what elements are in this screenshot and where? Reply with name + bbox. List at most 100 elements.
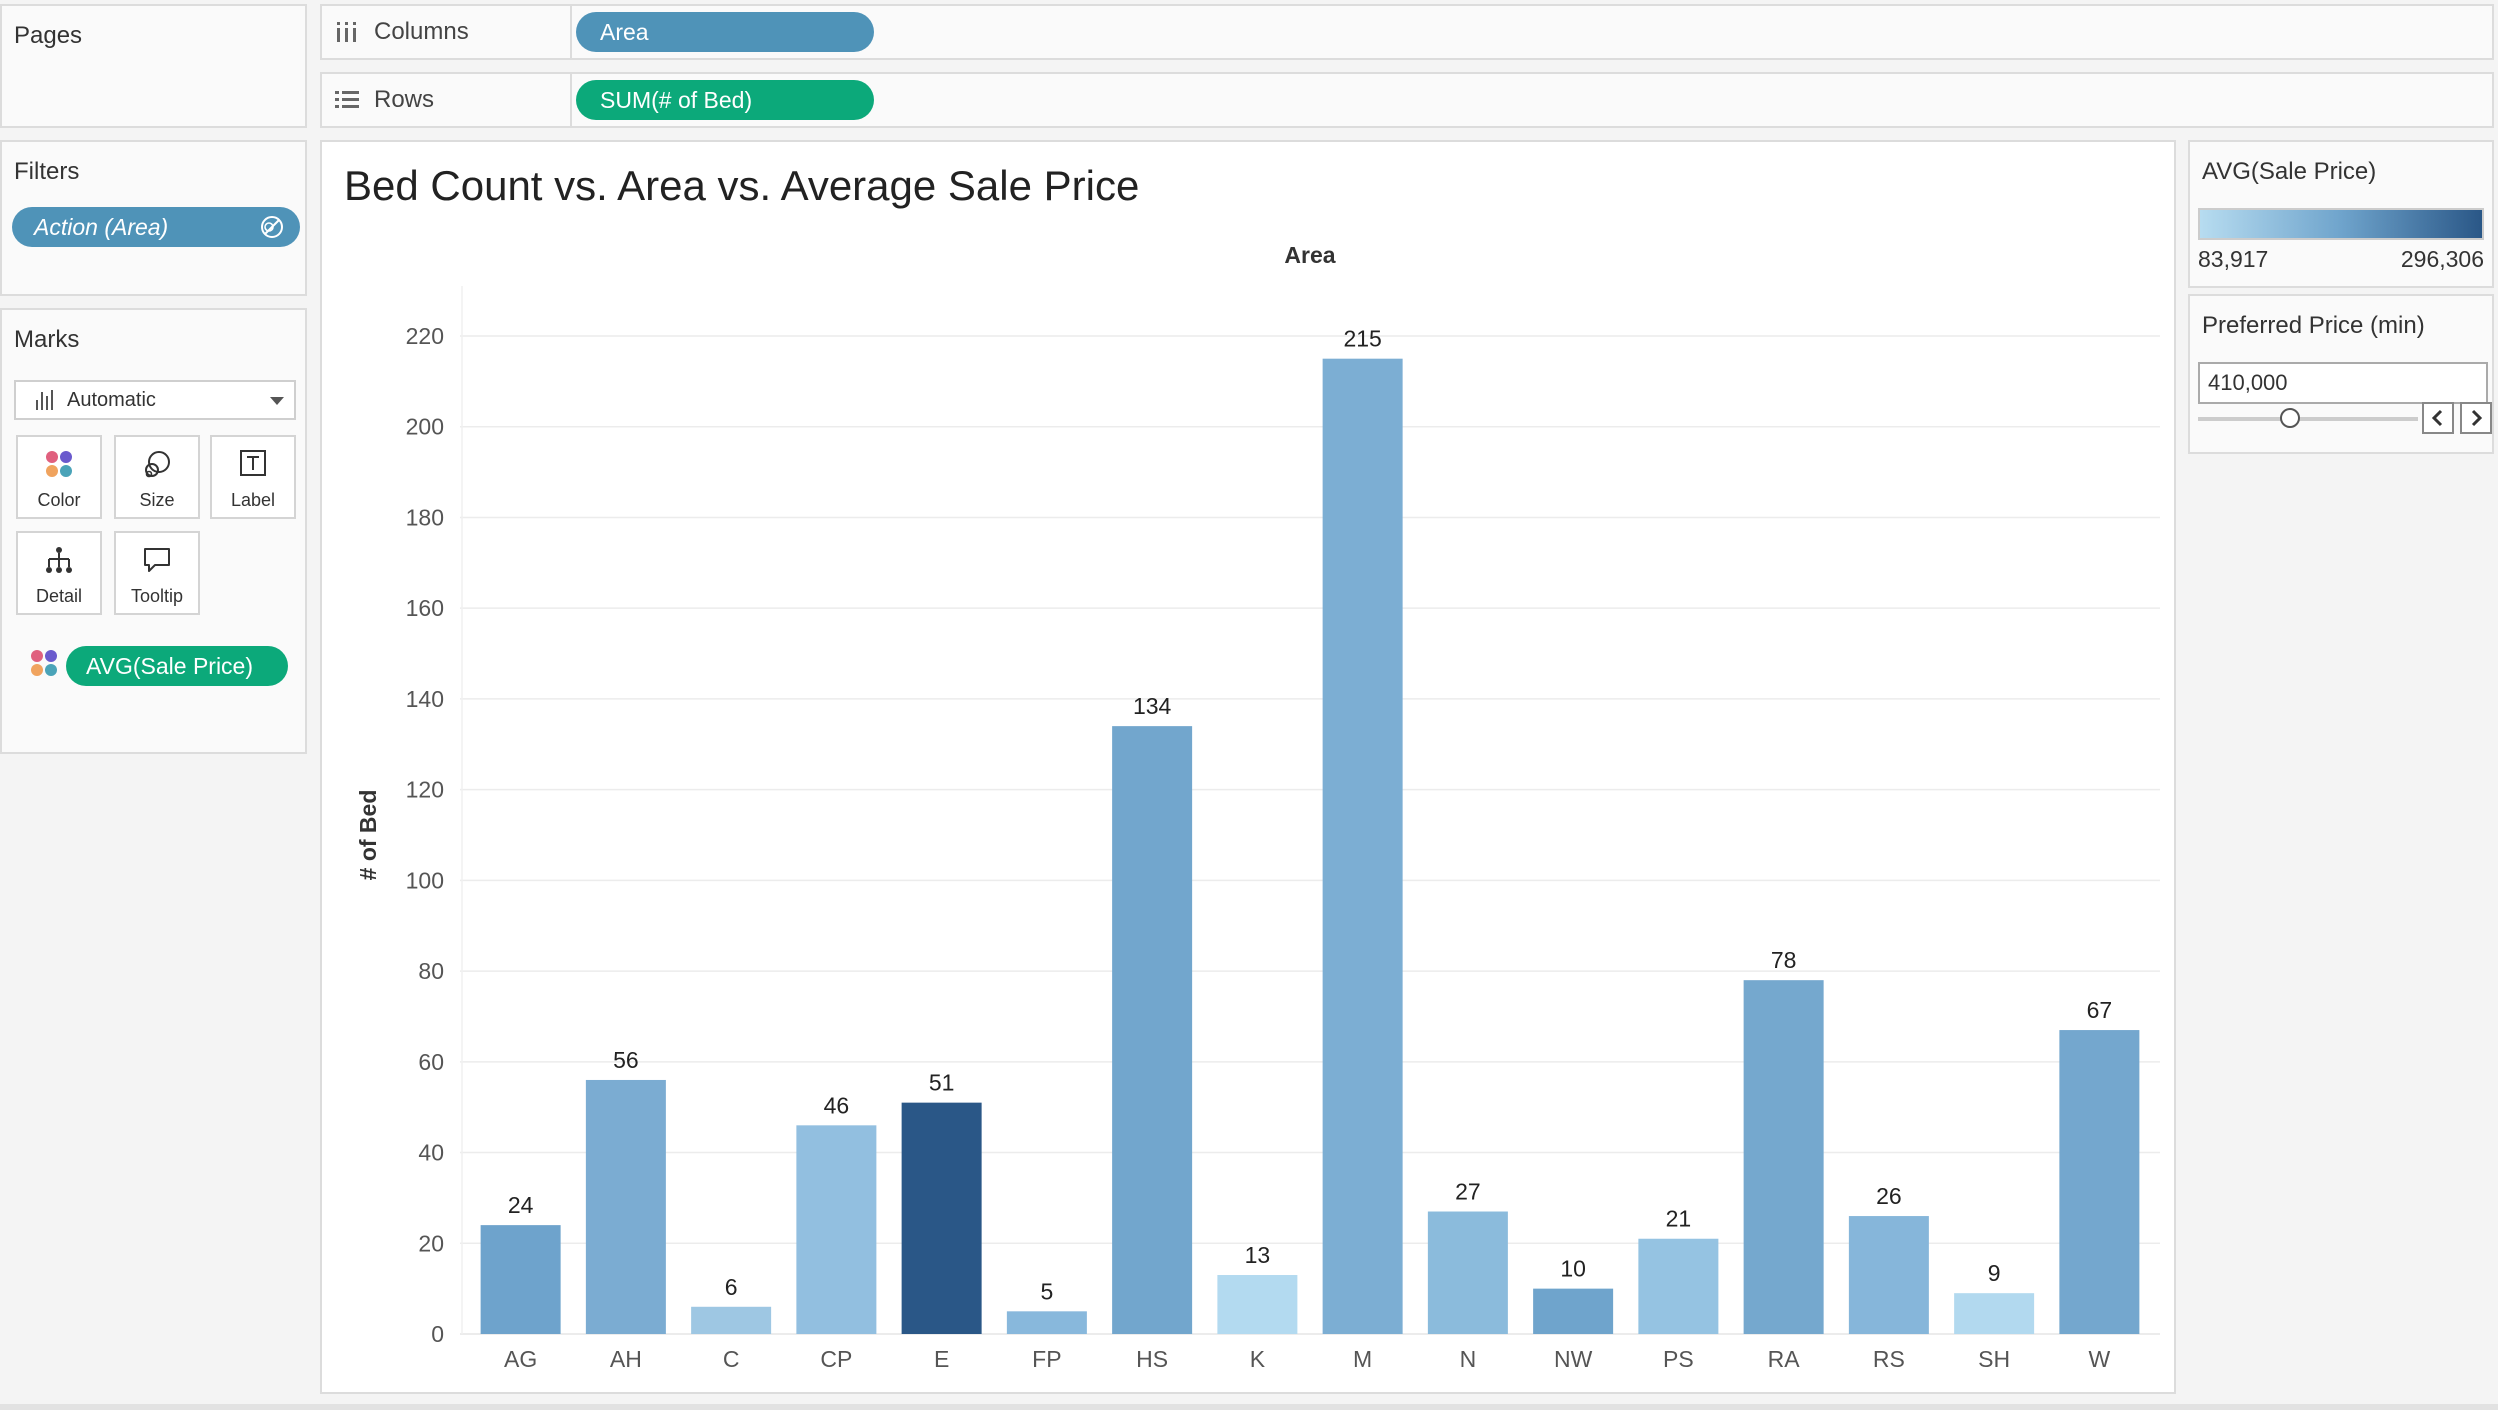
filter-pill-label: Action (Area)	[34, 213, 169, 240]
bar-w	[2059, 1030, 2140, 1334]
bar-c	[691, 1306, 772, 1334]
size-button[interactable]: Size	[114, 435, 200, 519]
size-icon	[141, 449, 173, 486]
y-tick-label: 200	[406, 414, 444, 440]
color-field-pill[interactable]: AVG(Sale Price)	[66, 646, 288, 686]
x-tick-label-cp: CP	[820, 1346, 852, 1372]
y-tick-label: 180	[406, 504, 444, 530]
size-button-label: Size	[139, 490, 175, 510]
x-tick-label-hs: HS	[1136, 1346, 1168, 1372]
tooltip-speech-bubble-icon	[142, 545, 172, 580]
price-slider-thumb[interactable]	[2280, 408, 2300, 428]
y-tick-label: 220	[406, 323, 444, 349]
parameter-panel: Preferred Price (min) 410,000	[2188, 294, 2494, 454]
chart-panel: Bed Count vs. Area vs. Average Sale Pric…	[320, 140, 2176, 1394]
x-tick-label-ag: AG	[504, 1346, 537, 1372]
rows-icon	[334, 90, 360, 110]
tooltip-button-label: Tooltip	[130, 586, 184, 606]
preferred-price-input[interactable]: 410,000	[2198, 362, 2488, 404]
text-label-icon	[239, 449, 267, 482]
columns-label: Columns	[322, 6, 572, 58]
label-button[interactable]: Label	[210, 435, 296, 519]
detail-button[interactable]: Detail	[16, 531, 102, 615]
y-axis-label: # of Bed	[355, 790, 381, 881]
x-tick-label-sh: SH	[1978, 1346, 2010, 1372]
legend-max: 296,306	[2400, 246, 2484, 272]
x-tick-label-m: M	[1353, 1346, 1372, 1372]
data-label-ah: 56	[613, 1047, 639, 1073]
color-button-label: Color	[37, 490, 81, 510]
bar-n	[1427, 1211, 1508, 1334]
bar-ah	[585, 1079, 666, 1334]
rows-shelf[interactable]: Rows SUM(# of Bed)	[320, 72, 2494, 128]
columns-icon	[334, 22, 360, 42]
x-tick-label-ps: PS	[1663, 1346, 1694, 1372]
x-tick-label-e: E	[934, 1346, 949, 1372]
columns-pill-area[interactable]: Area	[576, 12, 874, 52]
color-gradient-bar	[2198, 208, 2484, 240]
data-label-cp: 46	[824, 1092, 850, 1118]
data-label-ag: 24	[508, 1192, 534, 1218]
color-button[interactable]: Color	[16, 435, 102, 519]
columns-shelf[interactable]: Columns Area	[320, 4, 2494, 60]
bar-sh	[1954, 1293, 2035, 1334]
bar-fp	[1006, 1311, 1087, 1334]
y-tick-label: 40	[418, 1140, 444, 1166]
x-tick-label-ra: RA	[1768, 1346, 1801, 1372]
data-label-m: 215	[1343, 326, 1381, 352]
data-label-k: 13	[1245, 1242, 1271, 1268]
color-legend-panel: AVG(Sale Price) 83,917 296,306	[2188, 140, 2494, 288]
bar-e	[901, 1102, 982, 1334]
rows-label-text: Rows	[374, 86, 435, 113]
data-label-sh: 9	[1988, 1260, 2001, 1286]
step-back-button[interactable]	[2422, 402, 2454, 434]
data-label-rs: 26	[1876, 1183, 1902, 1209]
step-forward-button[interactable]	[2460, 402, 2492, 434]
data-label-fp: 5	[1040, 1278, 1053, 1304]
filters-panel: Filters Action (Area)	[0, 140, 307, 296]
x-tick-label-ah: AH	[610, 1346, 642, 1372]
bar-rs	[1848, 1216, 1929, 1334]
y-tick-label: 140	[406, 686, 444, 712]
x-tick-label-n: N	[1460, 1346, 1477, 1372]
data-label-hs: 134	[1133, 693, 1172, 719]
mark-type-dropdown[interactable]: Automatic	[14, 380, 296, 420]
rows-label: Rows	[322, 74, 572, 126]
chart-title: Bed Count vs. Area vs. Average Sale Pric…	[344, 162, 1140, 209]
chevron-down-icon	[270, 397, 284, 405]
x-tick-label-rs: RS	[1873, 1346, 1905, 1372]
pages-panel: Pages	[0, 4, 307, 128]
color-icon	[43, 449, 75, 484]
price-slider-track[interactable]	[2198, 417, 2418, 421]
y-tick-label: 80	[418, 958, 444, 984]
data-label-n: 27	[1455, 1179, 1481, 1205]
chevron-left-icon	[2431, 409, 2443, 427]
y-tick-label: 120	[406, 777, 444, 803]
x-tick-label-fp: FP	[1032, 1346, 1061, 1372]
data-label-c: 6	[725, 1274, 738, 1300]
action-filter-icon	[260, 215, 284, 239]
legend-min: 83,917	[2198, 246, 2269, 272]
x-field-header: Area	[1284, 242, 1335, 268]
data-label-e: 51	[929, 1070, 955, 1096]
legend-title: AVG(Sale Price)	[2202, 158, 2377, 185]
parameter-title: Preferred Price (min)	[2202, 312, 2425, 339]
mark-type-value: Automatic	[67, 388, 156, 411]
tooltip-button[interactable]: Tooltip	[114, 531, 200, 615]
label-button-label: Label	[230, 490, 276, 510]
pages-title: Pages	[14, 22, 83, 49]
rows-pill-bed[interactable]: SUM(# of Bed)	[576, 80, 874, 120]
bar-ps	[1638, 1238, 1719, 1334]
filter-pill-action-area[interactable]: Action (Area)	[12, 207, 300, 247]
columns-label-text: Columns	[374, 18, 469, 45]
x-tick-label-k: K	[1250, 1346, 1266, 1372]
x-tick-label-w: W	[2089, 1346, 2111, 1372]
bar-ra	[1743, 980, 1824, 1334]
data-label-ra: 78	[1771, 947, 1797, 973]
bar-chart: Area # of Bed 0 20 40 60 80 100 120 140 160 180 200 2…	[355, 242, 2160, 1372]
detail-hierarchy-icon	[44, 545, 74, 580]
y-tick-label: 0	[431, 1321, 444, 1347]
color-encoding-icon	[28, 648, 60, 683]
bar-k	[1217, 1275, 1298, 1334]
y-tick-label: 100	[406, 867, 444, 893]
